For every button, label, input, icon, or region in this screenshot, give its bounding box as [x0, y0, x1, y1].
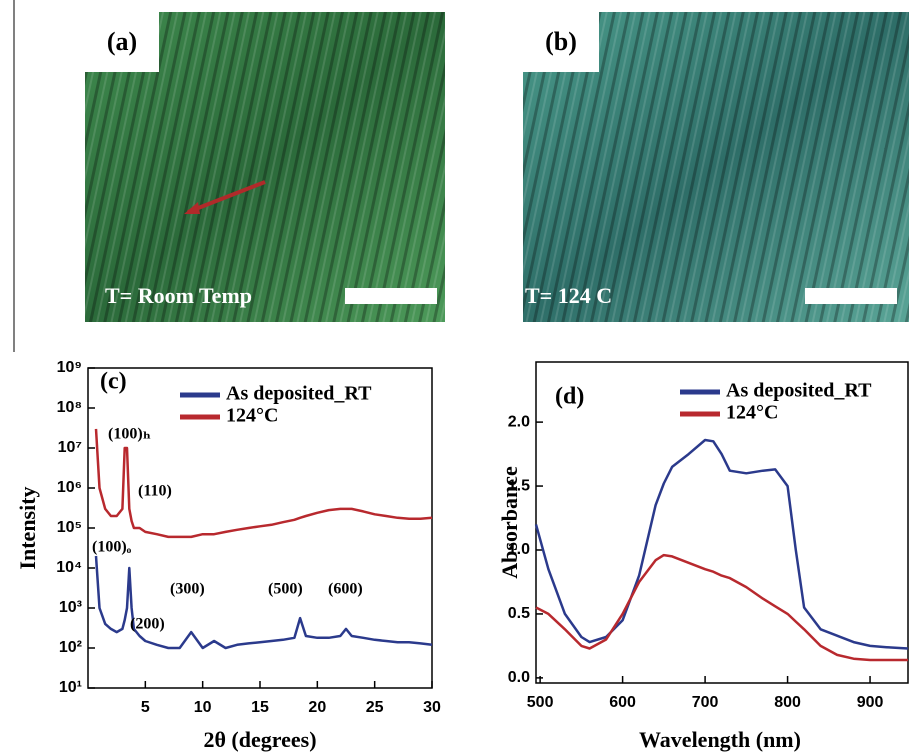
image-label: (a): [107, 27, 137, 56]
annotation: (100)ₕ: [108, 426, 151, 443]
annotation: (500): [268, 581, 303, 598]
legend-label: 124°C: [226, 405, 278, 427]
y-tick-label: 2.0: [508, 413, 530, 430]
image-a: (a) T= Room Temp: [85, 12, 445, 322]
y-tick-label: 10²: [59, 639, 82, 656]
y-tick-label: 0.0: [508, 669, 530, 686]
x-tick-label: 10: [194, 699, 212, 716]
x-tick-label: 15: [251, 699, 269, 716]
annotation: (110): [138, 483, 172, 500]
scale-bar: [805, 288, 897, 304]
series-line: [534, 438, 909, 650]
x-tick-label: 30: [423, 699, 441, 716]
y-tick-label: 10⁵: [57, 519, 82, 536]
y-axis-title: Absorbance: [497, 466, 522, 579]
image-caption: T= 124 C: [525, 283, 612, 308]
series-line: [94, 555, 433, 650]
y-tick-label: 1.0: [508, 541, 530, 558]
y-axis-title: Intensity: [15, 486, 40, 569]
legend-label: As deposited_RT: [726, 380, 872, 402]
annotation: (300): [170, 581, 205, 598]
x-tick-label: 500: [527, 694, 554, 711]
x-tick-label: 800: [774, 694, 801, 711]
y-tick-label: 10³: [59, 599, 82, 616]
x-axis-title: 2θ (degrees): [203, 727, 316, 752]
x-axis-title: Wavelength (nm): [639, 727, 801, 752]
y-tick-label: 10⁸: [57, 399, 82, 416]
x-tick-label: 25: [366, 699, 384, 716]
y-tick-label: 0.5: [508, 605, 530, 622]
x-tick-label: 900: [857, 694, 884, 711]
series-line: [94, 428, 433, 539]
y-tick-label: 10¹: [59, 679, 82, 696]
x-tick-label: 5: [141, 699, 150, 716]
y-tick-label: 10⁹: [57, 359, 82, 376]
label-box: [85, 12, 159, 72]
x-tick-label: 600: [609, 694, 636, 711]
y-tick-label: 1.5: [508, 477, 530, 494]
x-tick-label: 700: [692, 694, 719, 711]
image-label: (b): [545, 27, 577, 56]
annotation: (100)ₒ: [92, 539, 132, 556]
scale-bar: [345, 288, 437, 304]
annotation: (600): [328, 581, 363, 598]
y-tick-label: 10⁶: [57, 479, 82, 496]
annotation: (200): [130, 616, 165, 633]
legend-label: As deposited_RT: [226, 383, 372, 405]
panel-label: (c): [100, 369, 127, 395]
panel-label: (d): [555, 384, 584, 410]
legend-label: 124°C: [726, 402, 778, 424]
series-line: [535, 553, 908, 662]
y-tick-label: 10⁴: [56, 559, 82, 576]
x-tick-label: 20: [308, 699, 326, 716]
arrow-head: [184, 202, 200, 214]
image-b: (b) T= 124 C: [523, 12, 909, 322]
label-box: [523, 12, 599, 72]
arrow: [187, 180, 266, 214]
plot-frame: [535, 361, 909, 684]
y-tick-label: 10⁷: [58, 439, 82, 456]
image-caption: T= Room Temp: [105, 283, 252, 308]
